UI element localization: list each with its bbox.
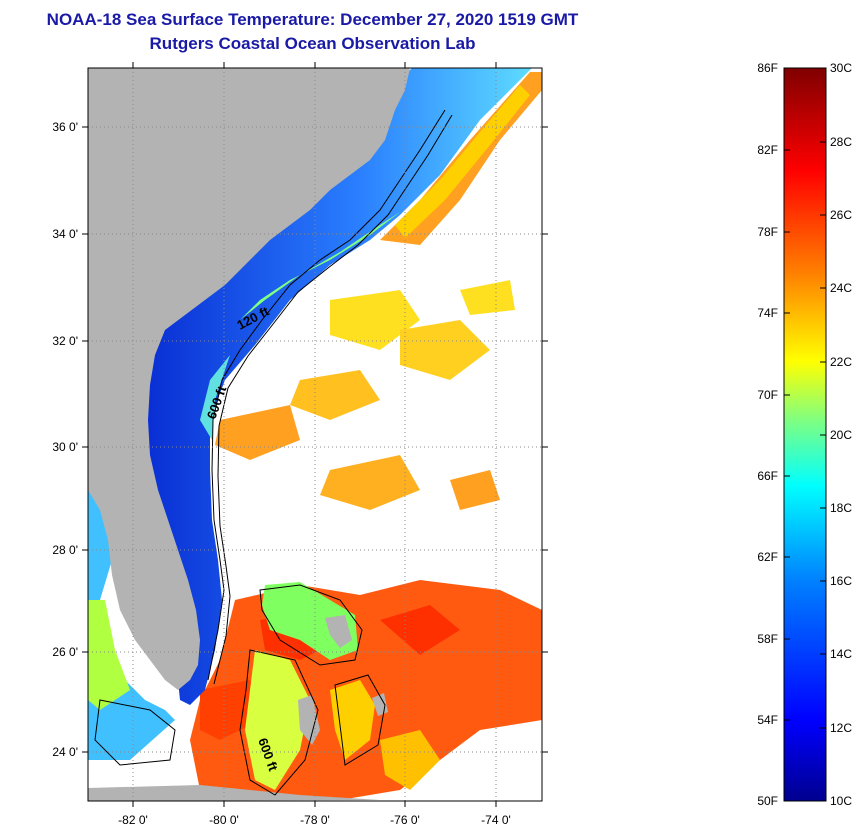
colorbar-c-label: 14C: [830, 647, 852, 661]
colorbar-f-label: 62F: [757, 550, 778, 564]
lon-label: -76 0': [390, 813, 420, 827]
colorbar-ticks: [784, 141, 826, 729]
colorbar-c-label: 18C: [830, 501, 852, 515]
bahamas-bank-north: [262, 582, 358, 660]
bahamas-island: [325, 615, 352, 648]
lon-label: -82 0': [118, 813, 148, 827]
map-title: NOAA-18 Sea Surface Temperature: Decembe…: [46, 10, 579, 29]
lon-label: -80 0': [209, 813, 239, 827]
colorbar-f-label: 78F: [757, 225, 778, 239]
lat-label: 28 0': [52, 543, 78, 557]
colorbar-f-label: 50F: [757, 794, 778, 808]
colorbar-f-label: 82F: [757, 143, 778, 157]
colorbar-c-label: 30C: [830, 61, 852, 75]
colorbar-c-label: 16C: [830, 574, 852, 588]
colorbar-c-label: 22C: [830, 355, 852, 369]
colorbar-f-label: 54F: [757, 713, 778, 727]
lon-label: -74 0': [481, 813, 511, 827]
lat-label: 34 0': [52, 227, 78, 241]
colorbar-f-label: 70F: [757, 388, 778, 402]
lat-label: 26 0': [52, 645, 78, 659]
colorbar: [783, 67, 827, 802]
colorbar-c-label: 20C: [830, 428, 852, 442]
colorbar-f-label: 86F: [757, 61, 778, 75]
land-mass: [88, 68, 410, 690]
map-subtitle: Rutgers Coastal Ocean Observation Lab: [149, 34, 476, 53]
map-ticks: [82, 62, 548, 807]
lat-label: 36 0': [52, 120, 78, 134]
colorbar-c-label: 10C: [830, 794, 852, 808]
colorbar-f-label: 74F: [757, 306, 778, 320]
lon-label: -78 0': [300, 813, 330, 827]
map-area: [88, 68, 542, 801]
colorbar-c-label: 24C: [830, 281, 852, 295]
colorbar-f-label: 58F: [757, 632, 778, 646]
contour-120ft: [207, 109, 446, 681]
colorbar-c-label: 12C: [830, 721, 852, 735]
lat-label: 24 0': [52, 745, 78, 759]
lat-label: 30 0': [52, 440, 78, 454]
colorbar-f-label: 66F: [757, 469, 778, 483]
warm-patch: [330, 290, 420, 350]
contour-600ft: [213, 114, 453, 685]
cuba-land: [88, 785, 380, 801]
bahamas-bank-south: [245, 650, 310, 790]
lat-label: 32 0': [52, 334, 78, 348]
colorbar-c-label: 28C: [830, 135, 852, 149]
colorbar-c-label: 26C: [830, 208, 852, 222]
